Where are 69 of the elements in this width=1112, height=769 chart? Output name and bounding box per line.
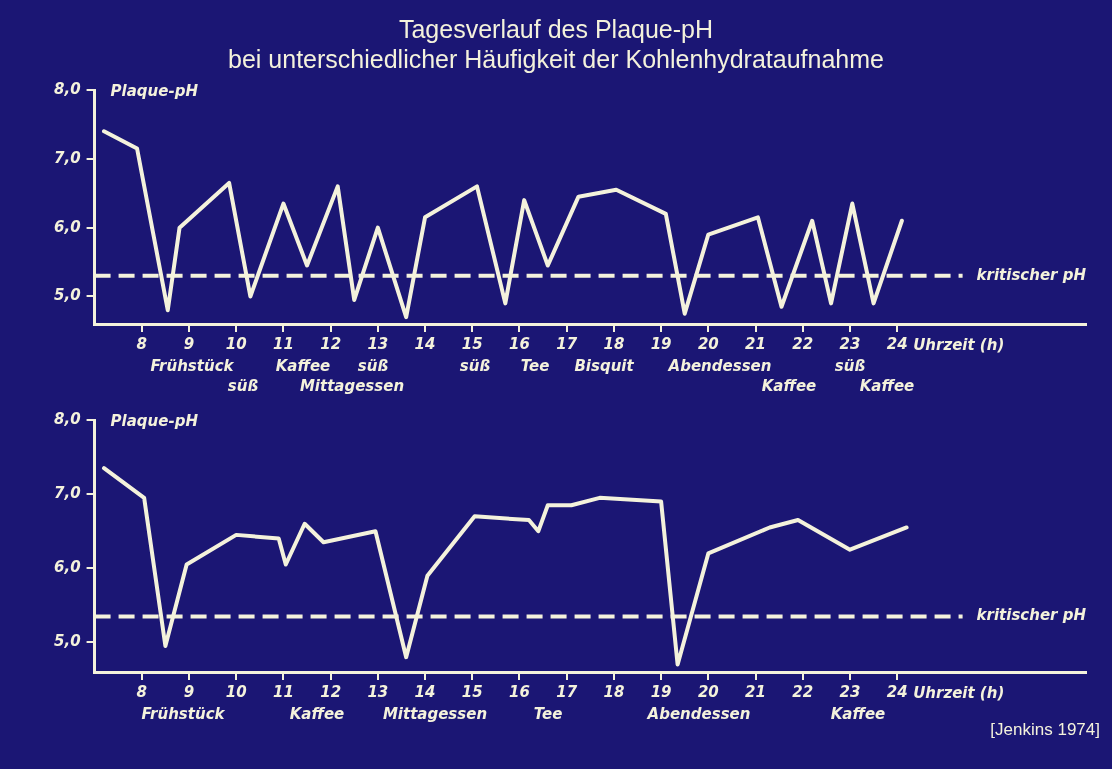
- x-tick-label: 19: [650, 682, 672, 701]
- y-tick-label: 7,0: [53, 148, 81, 167]
- ref-line-label: kritischer pH: [976, 265, 1087, 284]
- text: süß: [459, 356, 491, 375]
- chart-title: Tagesverlauf des Plaque-pH: [397, 14, 715, 44]
- x-tick-label: 23: [839, 334, 861, 353]
- text: Abendessen: [646, 704, 751, 723]
- x-tick-label: 18: [603, 334, 625, 353]
- x-tick-label: 12: [320, 334, 342, 353]
- text: süß: [227, 376, 259, 395]
- x-tick-label: 22: [792, 682, 814, 701]
- x-tick-label: 20: [697, 334, 719, 353]
- chart-subtitle: bei unterschiedlicher Häufigkeit der Kohlenhydrataufnahme: [227, 44, 885, 74]
- text: Mittagessen: [299, 376, 405, 395]
- x-tick-label: 19: [650, 334, 672, 353]
- x-tick-label: 9: [183, 334, 195, 353]
- x-tick-label: 15: [461, 334, 483, 353]
- text: süß: [357, 356, 389, 375]
- x-tick-label: 20: [697, 682, 719, 701]
- x-tick-label: 21: [745, 682, 766, 701]
- text: Frühstück: [141, 704, 226, 723]
- x-tick-label: 21: [745, 334, 766, 353]
- ref-line-label: kritischer pH: [976, 606, 1087, 625]
- text: Kaffee: [830, 704, 886, 723]
- x-tick-label: 17: [556, 334, 578, 353]
- y-tick-label: 6,0: [53, 558, 81, 577]
- text: Tee: [520, 356, 550, 375]
- y-tick-label: 5,0: [53, 632, 81, 651]
- x-tick-label: 23: [839, 682, 861, 701]
- x-tick-label: 22: [792, 334, 814, 353]
- text: Kaffee: [859, 376, 915, 395]
- y-tick-label: 8,0: [53, 409, 81, 428]
- text: süß: [834, 356, 866, 375]
- y-tick-label: 6,0: [53, 217, 81, 236]
- x-tick-label: 16: [509, 334, 530, 353]
- y-tick-label: 7,0: [53, 484, 81, 503]
- x-tick-label: 24: [886, 682, 908, 701]
- text: Kaffee: [289, 704, 345, 723]
- x-tick-label: 16: [509, 682, 530, 701]
- x-tick-label: 15: [461, 682, 483, 701]
- x-axis-title: Uhrzeit (h): [913, 335, 1005, 354]
- text: Kaffee: [761, 376, 817, 395]
- x-tick-label: 8: [136, 334, 147, 353]
- x-tick-label: 12: [320, 682, 342, 701]
- y-axis-title: Plaque-pH: [110, 81, 199, 100]
- text: Abendessen: [667, 356, 772, 375]
- x-tick-label: 8: [136, 682, 147, 701]
- text: Tee: [533, 704, 563, 723]
- x-tick-label: 13: [367, 682, 389, 701]
- x-tick-label: 17: [556, 682, 578, 701]
- x-tick-label: 18: [603, 682, 625, 701]
- text: Bisquit: [574, 356, 635, 375]
- y-tick-label: 8,0: [53, 79, 81, 98]
- x-tick-label: 14: [414, 682, 436, 701]
- y-axis-title: Plaque-pH: [110, 411, 199, 430]
- x-tick-label: 9: [183, 682, 195, 701]
- text: [Jenkins 1974]: [990, 719, 1100, 739]
- text: Mittagessen: [382, 704, 488, 723]
- y-tick-label: 5,0: [53, 286, 81, 305]
- x-tick-label: 10: [225, 682, 247, 701]
- x-tick-label: 24: [886, 334, 908, 353]
- x-tick-label: 14: [414, 334, 436, 353]
- x-tick-label: 13: [367, 334, 389, 353]
- text: Frühstück: [150, 356, 235, 375]
- x-tick-label: 10: [225, 334, 247, 353]
- x-axis-title: Uhrzeit (h): [913, 683, 1005, 702]
- text: Kaffee: [275, 356, 331, 375]
- x-tick-label: 11: [272, 334, 294, 353]
- x-tick-label: 11: [272, 682, 294, 701]
